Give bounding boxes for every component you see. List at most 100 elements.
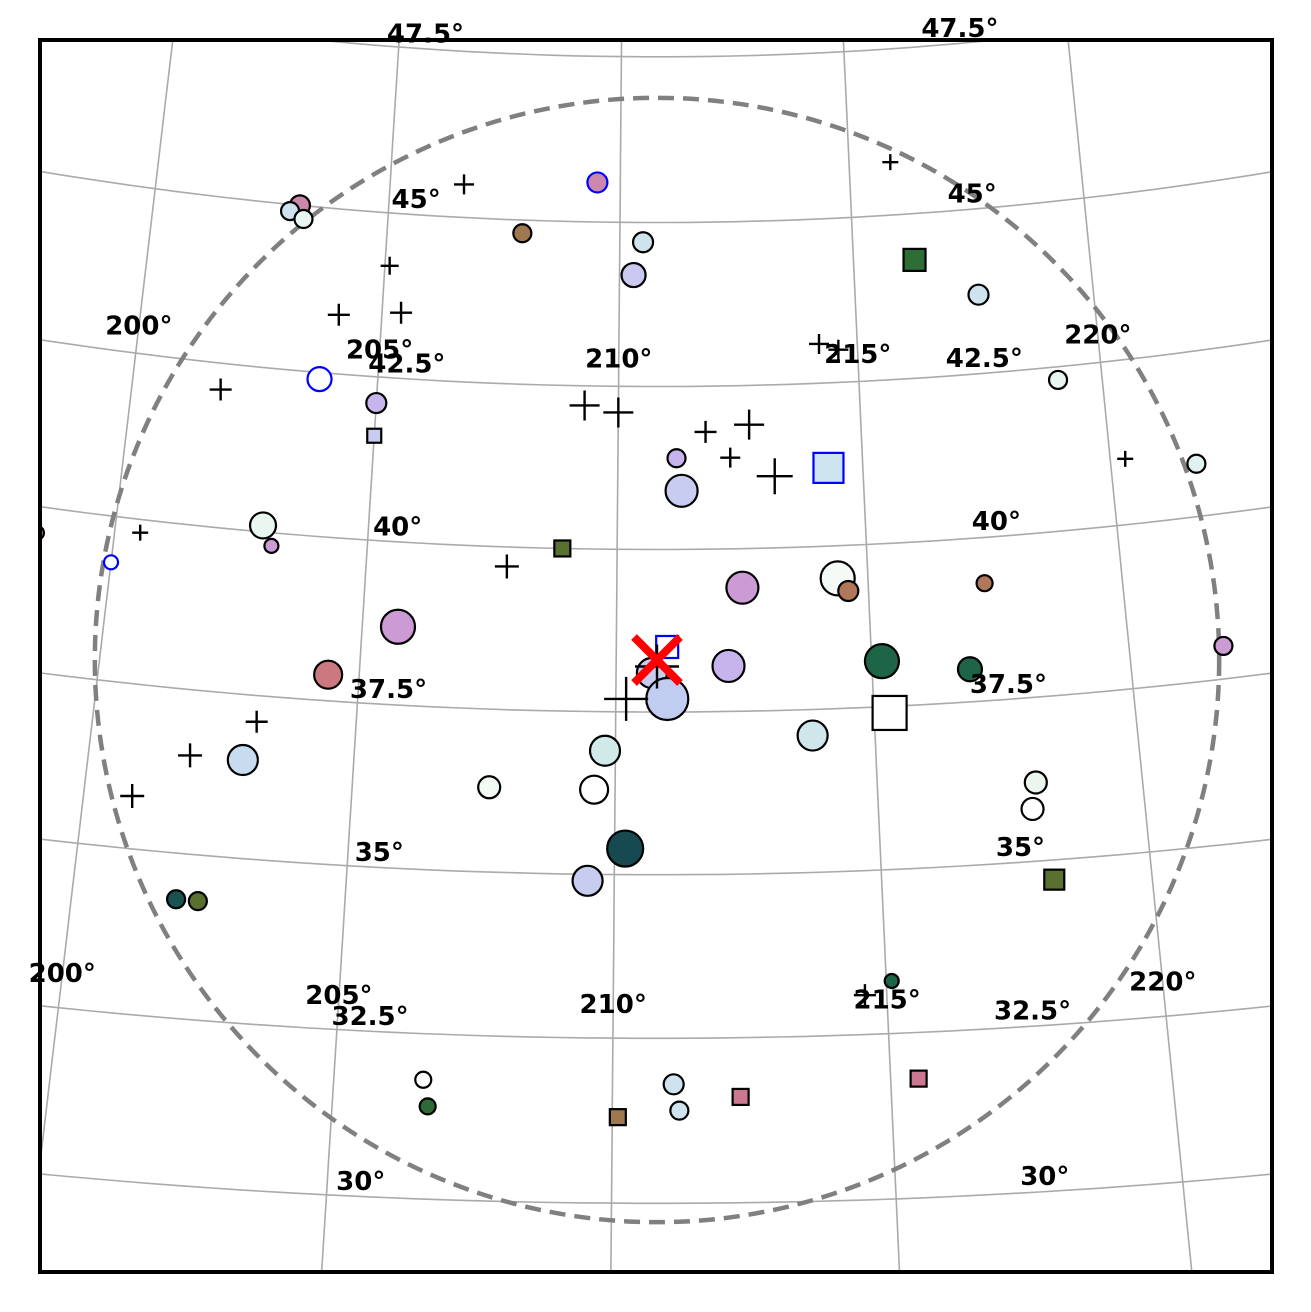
circle-marker [1213,635,1234,657]
circle-marker [414,1070,433,1089]
square-marker [553,539,572,558]
dec-tick-label: 32.5° [994,997,1071,1027]
data-markers [40,154,1234,1127]
plus-marker [809,333,830,354]
square-marker [902,247,927,272]
circle-marker [477,775,502,800]
plus-marker [327,303,350,326]
plus-marker [390,301,413,324]
ra-gridline [1067,40,1193,1272]
circle-marker [248,511,278,540]
field-circle [92,95,1222,1225]
ra-tick-label: 205° [305,981,372,1011]
dec-gridline [310,40,1004,58]
circle-marker [975,574,994,593]
circle-marker [796,719,829,752]
ra-tick-label: 215° [854,985,921,1015]
dec-tick-label: 42.5° [368,349,445,379]
circle-marker [578,774,610,805]
ra-tick-label: 210° [585,345,652,375]
circle-marker [669,1100,690,1121]
circle-marker [883,972,900,990]
ra-tick-label: 200° [105,311,172,341]
plus-marker [209,378,232,401]
plus-marker [245,710,268,733]
ra-tick-label: 205° [346,335,413,365]
plus-marker [604,676,649,721]
plus-marker [734,409,765,440]
circle-marker [226,743,259,777]
circle-marker [365,391,388,415]
plus-marker [828,339,849,360]
circle-marker [666,448,687,469]
plus-marker [635,644,679,689]
dec-tick-label: 30° [1020,1162,1069,1192]
plus-marker [132,524,149,541]
circle-marker [863,643,901,680]
circle-marker [263,537,280,554]
ra-tick-label: 210° [580,990,647,1020]
dec-gridline [40,338,1272,388]
circle-marker [1023,770,1048,795]
plus-marker [380,256,399,275]
ra-gridline [610,40,623,1272]
circle-marker [588,734,622,767]
circle-marker [631,231,655,254]
circle-marker [313,659,344,690]
center-x-marker [631,634,683,686]
plus-marker [494,554,519,579]
circle-marker [1047,369,1069,391]
grid-labels: 200°200°205°205°210°210°215°215°220°220°… [29,14,1197,1197]
dec-tick-label: 45° [392,185,441,215]
circle-marker [187,891,208,912]
ra-gridline [40,40,174,1170]
circle-marker [664,473,699,508]
square-marker [909,1069,928,1088]
dec-tick-label: 37.5° [970,670,1047,700]
circle-marker [571,864,604,897]
circle-marker [1186,453,1207,474]
ra-gridline [842,40,901,1272]
circle-marker [512,223,533,244]
dec-tick-label: 40° [373,512,422,542]
plus-marker [569,390,600,421]
circle-marker [606,829,645,868]
plus-marker [603,397,634,428]
dec-tick-label: 35° [355,838,404,868]
dec-gridline [40,838,1272,876]
dec-tick-label: 35° [996,833,1045,863]
plus-marker [454,174,475,195]
dec-tick-label: 47.5° [387,19,464,49]
circle-marker [662,1073,685,1096]
dec-tick-label: 37.5° [350,675,427,705]
plus-marker [853,984,876,1007]
circle-marker [102,554,120,571]
plus-marker [120,783,145,808]
dec-tick-label: 45° [948,180,997,210]
field-boundary [92,95,1222,1225]
plus-marker [756,458,793,495]
ra-tick-label: 215° [824,340,891,370]
dec-tick-label: 32.5° [331,1002,408,1032]
plus-marker [720,447,741,468]
circle-marker [293,208,314,230]
circle-marker [837,579,860,603]
circle-marker [967,283,990,306]
plus-marker [178,743,203,768]
dec-gridline [40,505,1272,551]
circle-marker [620,261,647,289]
ra-tick-label: 220° [1064,321,1131,351]
ra-gridline [320,40,400,1272]
dec-tick-label: 40° [972,507,1021,537]
dec-gridline [40,1004,1272,1040]
field-center [631,634,683,686]
circle-marker [956,656,984,683]
ra-tick-label: 220° [1129,968,1196,998]
plot-frame [38,38,1274,1274]
square-marker [608,1108,627,1127]
square-marker [366,427,383,444]
circle-marker [379,608,417,645]
circle-marker [306,365,333,393]
